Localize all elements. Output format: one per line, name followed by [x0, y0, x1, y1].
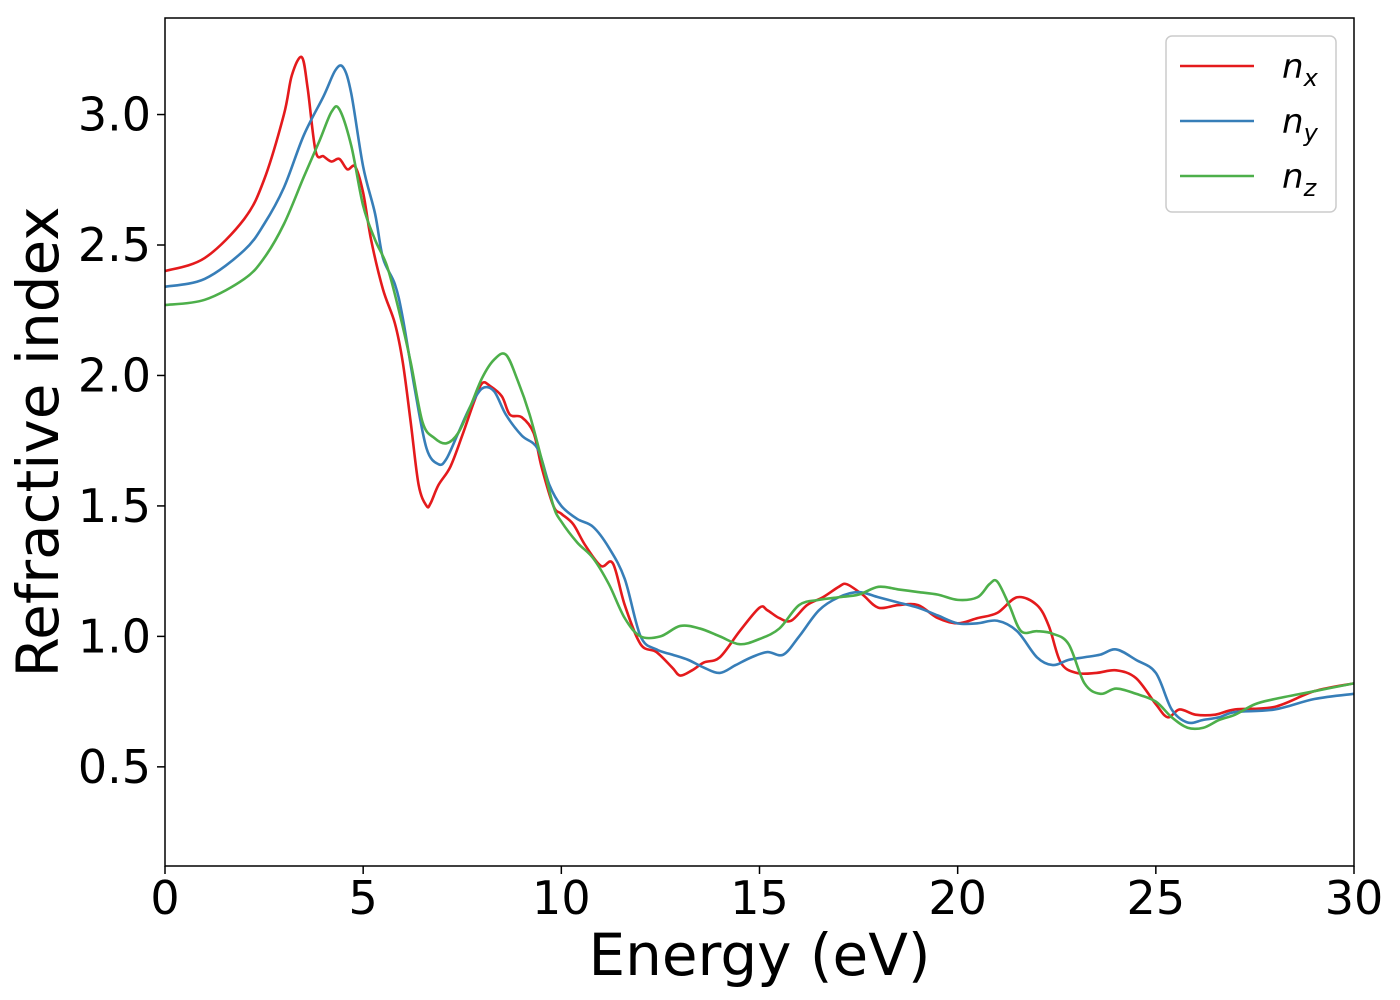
y-axis-label: Refractive index — [4, 206, 72, 677]
x-tick-label: 10 — [532, 871, 591, 925]
y-tick-label: 3.0 — [78, 88, 151, 142]
series-layer — [165, 55, 1354, 731]
x-tick-label: 0 — [150, 871, 179, 925]
y-tick-label: 2.5 — [78, 218, 151, 272]
series-line-nx — [165, 55, 1354, 719]
legend-label-nx: nx — [1282, 47, 1319, 92]
y-tick-label: 1.5 — [78, 479, 151, 533]
x-tick-label: 25 — [1127, 871, 1186, 925]
legend-label-ny: ny — [1282, 102, 1319, 147]
x-axis-label: Energy (eV) — [588, 921, 930, 989]
legend-label-nz: nz — [1282, 157, 1318, 202]
y-tick-label: 2.0 — [78, 348, 151, 402]
x-tick-label: 15 — [730, 871, 789, 925]
legend-box — [1165, 35, 1337, 213]
y-tick-label: 1.0 — [78, 609, 151, 663]
y-tick-label: 0.5 — [78, 740, 151, 794]
series-line-nz — [165, 105, 1354, 731]
y-axis: 0.5 1.0 1.5 2.0 2.5 3.0 — [78, 88, 165, 794]
series-line-ny — [165, 64, 1354, 725]
x-tick-label: 5 — [349, 871, 378, 925]
legend: nx ny nz — [1165, 35, 1337, 213]
x-tick-label: 30 — [1325, 871, 1384, 925]
x-tick-label: 20 — [928, 871, 987, 925]
x-axis: 0 5 10 15 20 25 30 — [150, 866, 1383, 925]
